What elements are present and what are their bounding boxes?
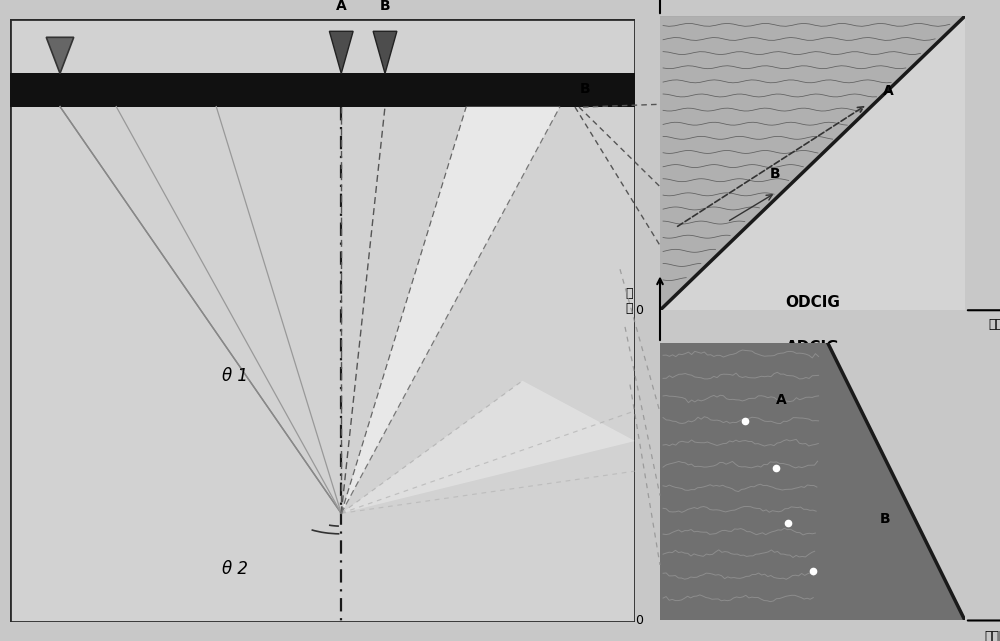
Text: A: A <box>776 393 787 407</box>
Text: 时
间: 时 间 <box>626 287 633 315</box>
Text: ODCIG: ODCIG <box>785 295 840 310</box>
Text: θ 2: θ 2 <box>222 560 248 578</box>
Text: 角度: 角度 <box>988 318 1000 331</box>
Polygon shape <box>828 343 965 620</box>
Polygon shape <box>341 381 635 513</box>
Polygon shape <box>46 37 74 74</box>
Polygon shape <box>660 16 965 310</box>
Text: B: B <box>770 167 780 181</box>
Text: 0: 0 <box>635 614 643 627</box>
Text: B: B <box>580 81 590 96</box>
Text: 0: 0 <box>635 304 643 317</box>
Bar <box>10 74 635 106</box>
Text: A: A <box>336 0 347 13</box>
Polygon shape <box>373 31 397 74</box>
Polygon shape <box>341 106 560 513</box>
Polygon shape <box>660 16 965 310</box>
Text: ADCIG: ADCIG <box>786 340 839 354</box>
Polygon shape <box>660 343 965 620</box>
Text: A: A <box>883 85 893 99</box>
Polygon shape <box>329 31 353 74</box>
Text: B: B <box>880 512 890 526</box>
Text: B: B <box>380 0 390 13</box>
Text: θ 1: θ 1 <box>222 367 248 385</box>
Text: 偏移距: 偏移距 <box>984 630 1000 641</box>
